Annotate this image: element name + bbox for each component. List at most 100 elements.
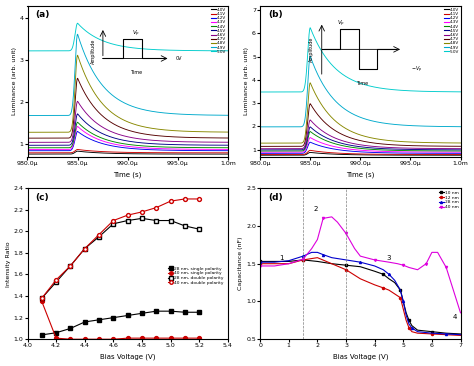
40 nm, double polarity (110, 219, 116, 223)
28 nm, double polarity (39, 296, 45, 300)
40 nm (415, 268, 420, 272)
12 nm (315, 255, 320, 260)
Line: 10 nm: 10 nm (259, 259, 462, 335)
28 nm (309, 250, 315, 255)
28 nm (372, 264, 377, 268)
28 nm, single polarity (125, 313, 130, 318)
40 nm (395, 261, 401, 266)
Text: (c): (c) (36, 193, 49, 202)
10 nm (458, 332, 464, 336)
28 nm, single polarity (168, 309, 173, 313)
10 nm (300, 258, 306, 262)
28 nm (409, 326, 415, 330)
12 nm (429, 332, 435, 336)
28 nm (398, 288, 403, 292)
28 nm, double polarity (68, 264, 73, 268)
40 nm (320, 216, 326, 221)
Y-axis label: Luminance (arb. unit): Luminance (arb. unit) (11, 47, 17, 115)
40 nm, double polarity (82, 246, 88, 251)
12 nm (392, 292, 398, 296)
10 nm (398, 288, 403, 292)
40 nm (458, 311, 464, 315)
X-axis label: Bias Voltage (V): Bias Voltage (V) (333, 354, 388, 361)
Text: (d): (d) (268, 193, 283, 202)
10 nm (386, 277, 392, 281)
40 nm (335, 220, 340, 224)
40 nm (401, 263, 406, 268)
28 nm, double polarity (96, 235, 102, 239)
10 nm (372, 269, 377, 273)
10 nm (409, 324, 415, 328)
40 nm (300, 257, 306, 261)
40 nm, double polarity (96, 232, 102, 237)
Text: (b): (b) (268, 10, 283, 19)
28 nm (286, 258, 292, 263)
28 nm (257, 260, 263, 264)
40 nm, double polarity (196, 197, 202, 201)
28 nm (392, 278, 398, 283)
40 nm, double polarity (39, 296, 45, 300)
28 nm, single polarity (53, 330, 59, 335)
40 nm (406, 265, 412, 270)
12 nm (257, 261, 263, 266)
Y-axis label: Intensity Ratio: Intensity Ratio (6, 241, 10, 287)
40 nm (386, 260, 392, 264)
40 nm, single polarity (82, 337, 88, 341)
10 nm (329, 261, 335, 266)
28 nm, single polarity (39, 333, 45, 337)
40 nm, single polarity (168, 336, 173, 340)
40 nm, single polarity (154, 336, 159, 340)
10 nm (443, 331, 449, 335)
Line: 28 nm, double polarity: 28 nm, double polarity (40, 216, 201, 300)
28 nm (458, 332, 464, 337)
28 nm (415, 329, 420, 334)
28 nm (401, 299, 406, 304)
40 nm (443, 265, 449, 270)
10 nm (257, 259, 263, 264)
Line: 40 nm: 40 nm (259, 216, 462, 314)
28 nm, double polarity (196, 227, 202, 231)
10 nm (401, 299, 406, 304)
40 nm, single polarity (39, 299, 45, 304)
Line: 40 nm, single polarity: 40 nm, single polarity (40, 299, 201, 341)
40 nm (423, 261, 429, 266)
28 nm (406, 322, 412, 326)
40 nm, single polarity (125, 336, 130, 340)
10 nm (315, 259, 320, 264)
12 nm (458, 333, 464, 338)
12 nm (329, 261, 335, 266)
40 nm, double polarity (53, 278, 59, 282)
12 nm (401, 307, 406, 311)
40 nm (357, 254, 363, 258)
Text: 4: 4 (453, 314, 457, 320)
12 nm (403, 318, 409, 322)
10 nm (343, 263, 349, 268)
40 nm (272, 264, 277, 268)
28 nm, single polarity (182, 310, 188, 314)
28 nm, single polarity (82, 320, 88, 324)
40 nm, single polarity (96, 337, 102, 341)
Text: (a): (a) (36, 10, 50, 19)
12 nm (381, 286, 386, 290)
10 nm (415, 328, 420, 332)
28 nm, double polarity (139, 216, 145, 221)
10 nm (357, 265, 363, 269)
Line: 12 nm: 12 nm (259, 257, 462, 336)
Line: 28 nm, single polarity: 28 nm, single polarity (40, 309, 201, 337)
12 nm (386, 288, 392, 292)
10 nm (286, 259, 292, 264)
28 nm (343, 258, 349, 262)
12 nm (343, 268, 349, 272)
10 nm (392, 280, 398, 285)
28 nm, single polarity (154, 309, 159, 313)
40 nm (315, 237, 320, 242)
28 nm, double polarity (110, 221, 116, 226)
28 nm (429, 331, 435, 335)
28 nm, single polarity (139, 311, 145, 315)
40 nm, single polarity (110, 337, 116, 341)
40 nm, single polarity (53, 336, 59, 340)
40 nm, single polarity (196, 336, 202, 340)
28 nm (403, 313, 409, 317)
12 nm (286, 261, 292, 266)
10 nm (403, 311, 409, 315)
